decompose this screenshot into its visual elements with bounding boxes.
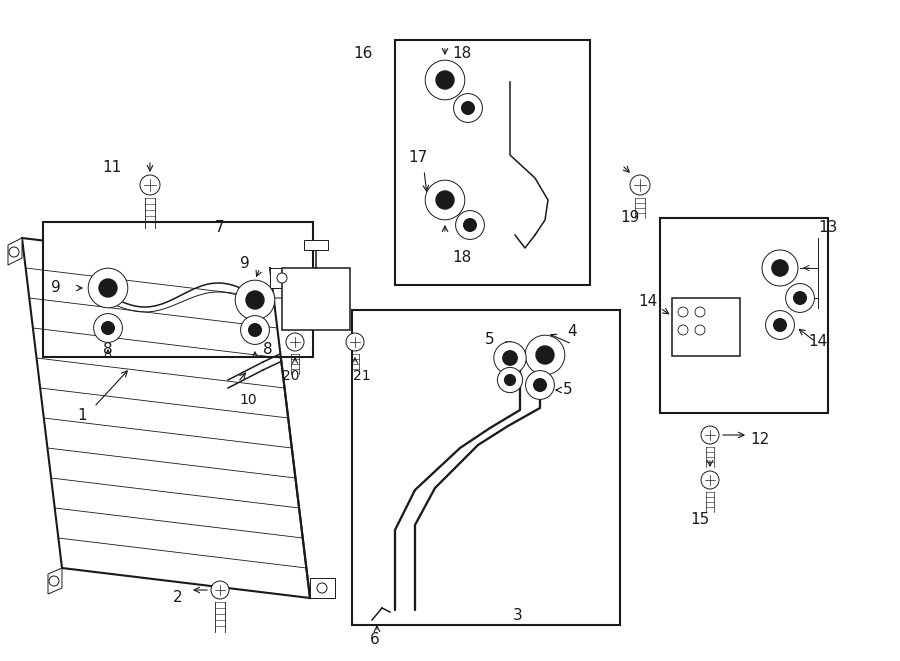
Circle shape (526, 335, 565, 375)
Bar (395, 40, 590, 285)
Circle shape (462, 102, 474, 114)
Circle shape (49, 576, 59, 586)
Circle shape (534, 379, 546, 391)
Circle shape (762, 250, 798, 286)
Circle shape (526, 371, 554, 399)
Circle shape (505, 375, 516, 385)
Polygon shape (270, 268, 295, 288)
Circle shape (766, 311, 795, 339)
Circle shape (786, 284, 815, 313)
Circle shape (678, 325, 688, 335)
Text: 13: 13 (818, 221, 838, 235)
Polygon shape (22, 238, 310, 598)
Circle shape (695, 325, 705, 335)
Text: 18: 18 (453, 46, 472, 61)
Text: 15: 15 (690, 512, 709, 527)
Text: 14: 14 (638, 295, 658, 309)
Circle shape (695, 307, 705, 317)
Text: 7: 7 (215, 221, 225, 235)
Polygon shape (310, 578, 335, 598)
Bar (352, 310, 620, 625)
Text: 9: 9 (240, 256, 250, 270)
Circle shape (317, 583, 327, 593)
Circle shape (240, 315, 269, 344)
Circle shape (102, 322, 114, 334)
Text: 3: 3 (513, 607, 523, 623)
Circle shape (794, 292, 806, 304)
Circle shape (536, 346, 554, 364)
Text: 1: 1 (77, 407, 86, 422)
Bar (282, 268, 350, 330)
Circle shape (494, 342, 526, 374)
Circle shape (9, 247, 19, 257)
Circle shape (425, 180, 464, 220)
Circle shape (774, 319, 787, 331)
Circle shape (701, 426, 719, 444)
Circle shape (464, 219, 476, 231)
Text: 9: 9 (51, 280, 61, 295)
Text: 4: 4 (567, 325, 577, 340)
Bar (660, 218, 828, 413)
Text: 16: 16 (354, 46, 373, 61)
Circle shape (211, 581, 229, 599)
Circle shape (88, 268, 128, 308)
Circle shape (346, 333, 364, 351)
Text: 8: 8 (263, 342, 273, 358)
Circle shape (503, 351, 517, 365)
Circle shape (99, 279, 117, 297)
Text: 12: 12 (751, 432, 770, 447)
Circle shape (772, 260, 788, 276)
Circle shape (246, 291, 264, 309)
Circle shape (436, 71, 454, 89)
Polygon shape (8, 238, 22, 265)
Circle shape (286, 333, 304, 351)
Circle shape (454, 94, 482, 122)
Circle shape (235, 280, 274, 320)
Text: 18: 18 (453, 251, 472, 266)
Text: 21: 21 (353, 369, 371, 383)
Bar (304, 240, 328, 250)
Text: 2: 2 (173, 590, 183, 605)
Circle shape (140, 175, 160, 195)
Circle shape (701, 471, 719, 489)
Circle shape (436, 191, 454, 209)
Text: 6: 6 (370, 633, 380, 648)
Bar (43, 222, 313, 357)
Text: 5: 5 (563, 383, 572, 397)
Circle shape (498, 368, 523, 393)
Circle shape (94, 313, 122, 342)
Polygon shape (48, 568, 62, 594)
Text: 14: 14 (808, 334, 828, 350)
Text: 19: 19 (620, 210, 640, 225)
Text: 10: 10 (239, 393, 256, 407)
Text: 8: 8 (104, 342, 112, 358)
Circle shape (678, 307, 688, 317)
Circle shape (425, 60, 464, 100)
Circle shape (277, 273, 287, 283)
Text: 5: 5 (485, 332, 495, 348)
Circle shape (630, 175, 650, 195)
Text: 11: 11 (103, 161, 122, 176)
Circle shape (455, 211, 484, 239)
Text: 17: 17 (409, 151, 428, 165)
Bar (672, 298, 740, 356)
Circle shape (248, 324, 261, 336)
Text: 20: 20 (283, 369, 300, 383)
